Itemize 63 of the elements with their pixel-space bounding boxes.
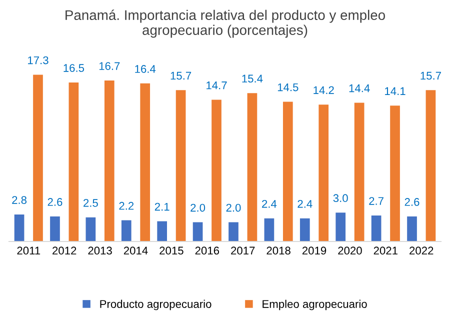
data-label: 2.0 [226,204,241,212]
legend-label: Producto agropecuario [100,300,212,310]
legend-label: Empleo agropecuario [262,300,367,310]
data-label: 14.4 [349,84,370,92]
data-label: 2.7 [369,197,384,205]
bar [140,83,150,242]
data-label: 15.7 [420,72,441,80]
bar [228,222,238,242]
x-tick-label: 2020 [338,246,362,255]
x-tick-label: 2016 [195,246,220,255]
bar [300,218,310,242]
bar [336,212,346,242]
bar [212,100,222,242]
bar [247,93,258,242]
data-label: 16.5 [64,64,84,72]
x-tick-label: 2011 [17,246,40,255]
data-label: 15.7 [170,72,192,80]
x-tick-label: 2021 [374,246,398,255]
data-label: 16.7 [99,62,120,70]
x-tick-label: 2012 [52,246,76,255]
bar [407,216,417,242]
bar [157,221,168,242]
data-label: 2.1 [154,202,170,211]
x-tick-label: 2015 [160,246,184,255]
data-label: 2.0 [190,204,206,212]
bar [86,217,96,242]
data-label: 2.5 [84,199,98,207]
bar [264,218,274,242]
data-label: 2.8 [12,196,27,204]
bar [33,74,43,242]
bar [371,215,382,242]
bar [14,214,24,242]
data-label: 2.4 [262,200,277,208]
bar [282,102,293,242]
bar [104,80,114,242]
data-label: 3.0 [333,194,348,202]
data-label: 2.4 [298,200,312,208]
chart-title: Panamá. Importancia relativa del producto y empleo agropecuario (porcentajes) [66,10,386,38]
bar [426,90,436,242]
x-tick-label: 2014 [124,246,148,255]
bar [176,90,186,242]
x-tick-label: 2022 [410,246,434,255]
bar [68,82,79,242]
bar [390,106,400,242]
data-label: 15.4 [242,74,263,83]
data-label: 16.4 [135,65,156,73]
data-label: 14.1 [385,87,406,95]
bar [354,102,364,242]
data-label: 14.5 [278,83,298,92]
x-tick-label: 2013 [88,246,112,255]
data-label: 17.3 [28,56,48,64]
bar [121,220,132,242]
data-label: 2.6 [48,198,62,206]
data-label: 2.6 [404,198,420,206]
bar [50,216,60,242]
x-tick-label: 2019 [302,246,326,255]
bar [318,104,329,242]
x-tick-label: 2017 [231,246,255,255]
data-label: 2.2 [119,202,134,210]
x-tick-label: 2018 [266,246,290,255]
data-label: 14.7 [206,82,227,90]
bar [192,222,203,242]
data-label: 14.2 [314,86,334,94]
